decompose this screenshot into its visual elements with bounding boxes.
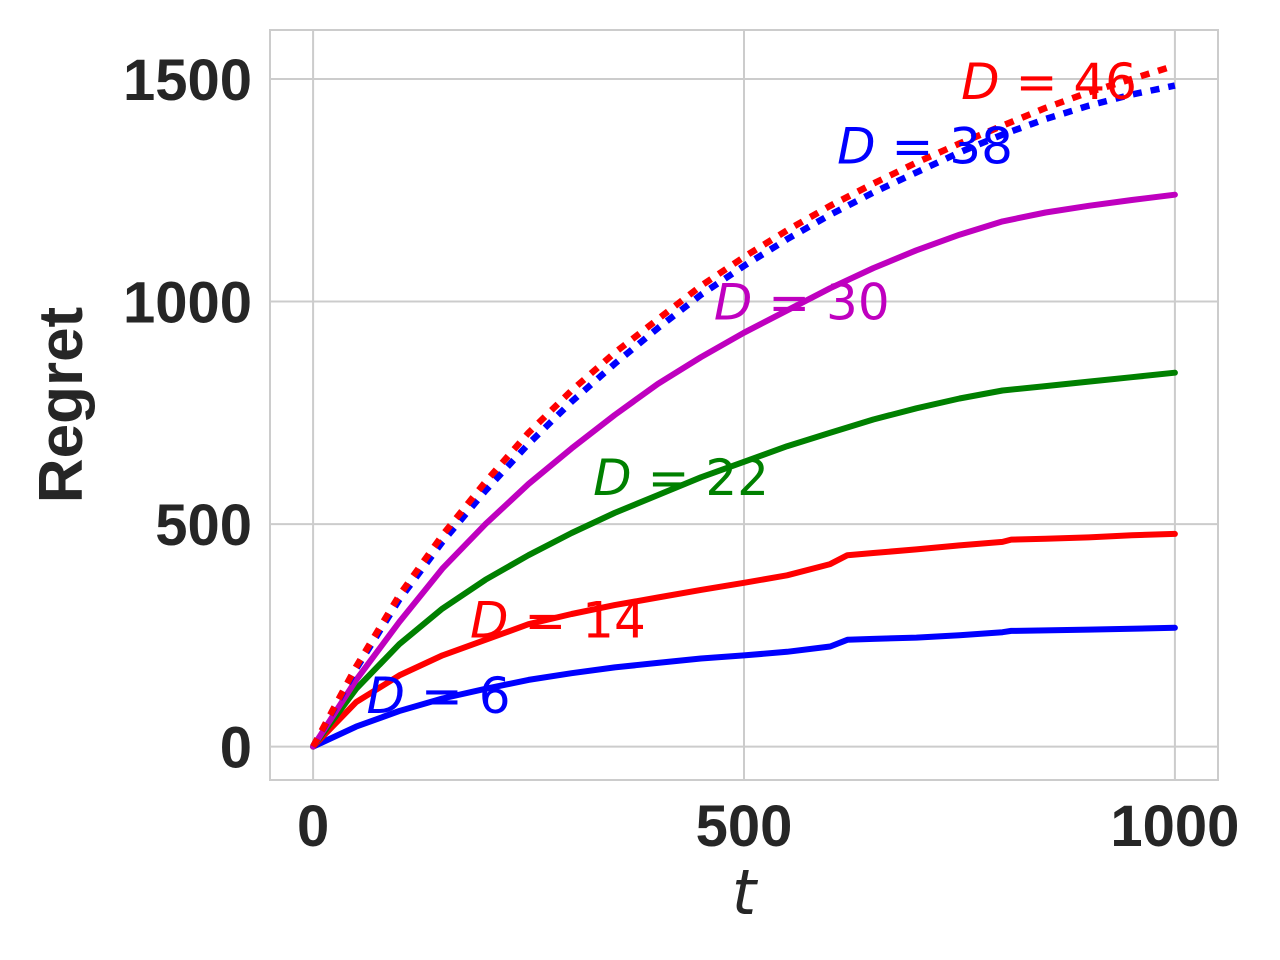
x-axis-label: t — [732, 856, 759, 929]
y-tick-label: 1000 — [123, 271, 252, 336]
curve-label-5: D = 38 — [837, 118, 1013, 176]
x-tick-label: 0 — [297, 794, 329, 859]
curve-labels: D = 6D = 14D = 22D = 30D = 38D = 46 — [367, 53, 1137, 725]
y-tick-label: 1500 — [123, 48, 252, 113]
curve-label-3: D = 22 — [593, 449, 769, 507]
curve-label-value: = 30 — [752, 273, 889, 331]
curve-label-value: = 38 — [876, 118, 1013, 176]
y-tick-label: 0 — [220, 716, 252, 781]
series-line-5 — [310, 82, 1176, 749]
series-line-1 — [310, 624, 1178, 750]
curve-label-1: D = 6 — [367, 667, 511, 725]
tick-labels: 0 500 1000 0 500 1000 1500 — [123, 48, 1239, 859]
grid — [270, 30, 1218, 780]
y-tick-label: 500 — [155, 493, 252, 558]
curve-label-value: = 22 — [632, 449, 769, 507]
series-line-6 — [310, 62, 1176, 749]
curve-label-6: D = 46 — [961, 53, 1137, 111]
curve-label-variable: D — [714, 273, 753, 331]
series-line-4 — [310, 191, 1178, 750]
series-line-3 — [310, 369, 1178, 750]
curve-label-variable: D — [593, 449, 632, 507]
curve-label-value: = 46 — [1000, 53, 1137, 111]
x-tick-label: 1000 — [1110, 794, 1239, 859]
curve-label-value: = 14 — [508, 592, 645, 650]
curve-label-value: = 6 — [405, 667, 511, 725]
series-layer — [310, 62, 1178, 750]
curve-label-variable: D — [961, 53, 1000, 111]
curve-label-variable: D — [837, 118, 876, 176]
x-tick-label: 500 — [696, 794, 793, 859]
y-axis-label: Regret — [27, 307, 96, 503]
curve-label-variable: D — [367, 667, 406, 725]
series-line-2 — [310, 530, 1178, 750]
curve-label-variable: D — [470, 592, 509, 650]
plot-frame — [269, 29, 1219, 781]
curve-label-2: D = 14 — [470, 592, 646, 650]
curve-label-4: D = 30 — [714, 273, 890, 331]
